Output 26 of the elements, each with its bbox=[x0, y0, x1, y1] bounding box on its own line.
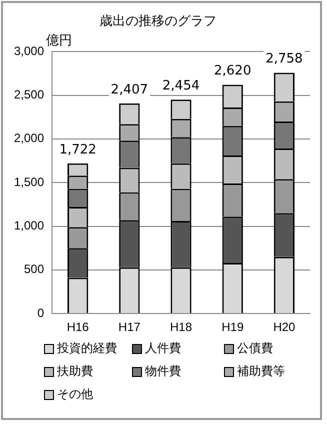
legend-label: その他 bbox=[57, 386, 93, 403]
y-tick-label: 1,000 bbox=[14, 218, 44, 233]
y-tick-label: 2,500 bbox=[14, 88, 44, 102]
total-label: 2,407 bbox=[110, 82, 148, 98]
x-tick-label: H18 bbox=[170, 320, 192, 334]
y-tick-label: 3,000 bbox=[14, 44, 44, 58]
y-axis-title: 億円 bbox=[46, 33, 72, 48]
legend-label: 投資的経費 bbox=[57, 340, 117, 357]
legend-label: 物件費 bbox=[145, 363, 181, 380]
total-label: 2,620 bbox=[214, 64, 252, 79]
legend-label: 補助費等 bbox=[237, 363, 285, 380]
y-tick-label: 1,500 bbox=[14, 174, 44, 189]
x-tick-label: H19 bbox=[222, 320, 244, 334]
legend-label: 人件費 bbox=[145, 340, 181, 357]
y-tick-label: 0 bbox=[37, 306, 44, 320]
total-label: 2,758 bbox=[266, 52, 303, 67]
x-tick-label: H17 bbox=[118, 320, 141, 334]
total-label: 2,454 bbox=[162, 78, 200, 94]
y-tick-label: 2,000 bbox=[14, 131, 44, 146]
total-label: 1,722 bbox=[59, 142, 96, 158]
x-tick-label: H20 bbox=[273, 320, 296, 334]
chart-title: 歳出の推移のグラフ bbox=[100, 14, 216, 30]
x-tick-label: H16 bbox=[66, 320, 90, 334]
legend-label: 扶助費 bbox=[57, 363, 93, 380]
legend-label: 公債費 bbox=[237, 340, 273, 357]
y-tick-label: 500 bbox=[24, 262, 44, 276]
